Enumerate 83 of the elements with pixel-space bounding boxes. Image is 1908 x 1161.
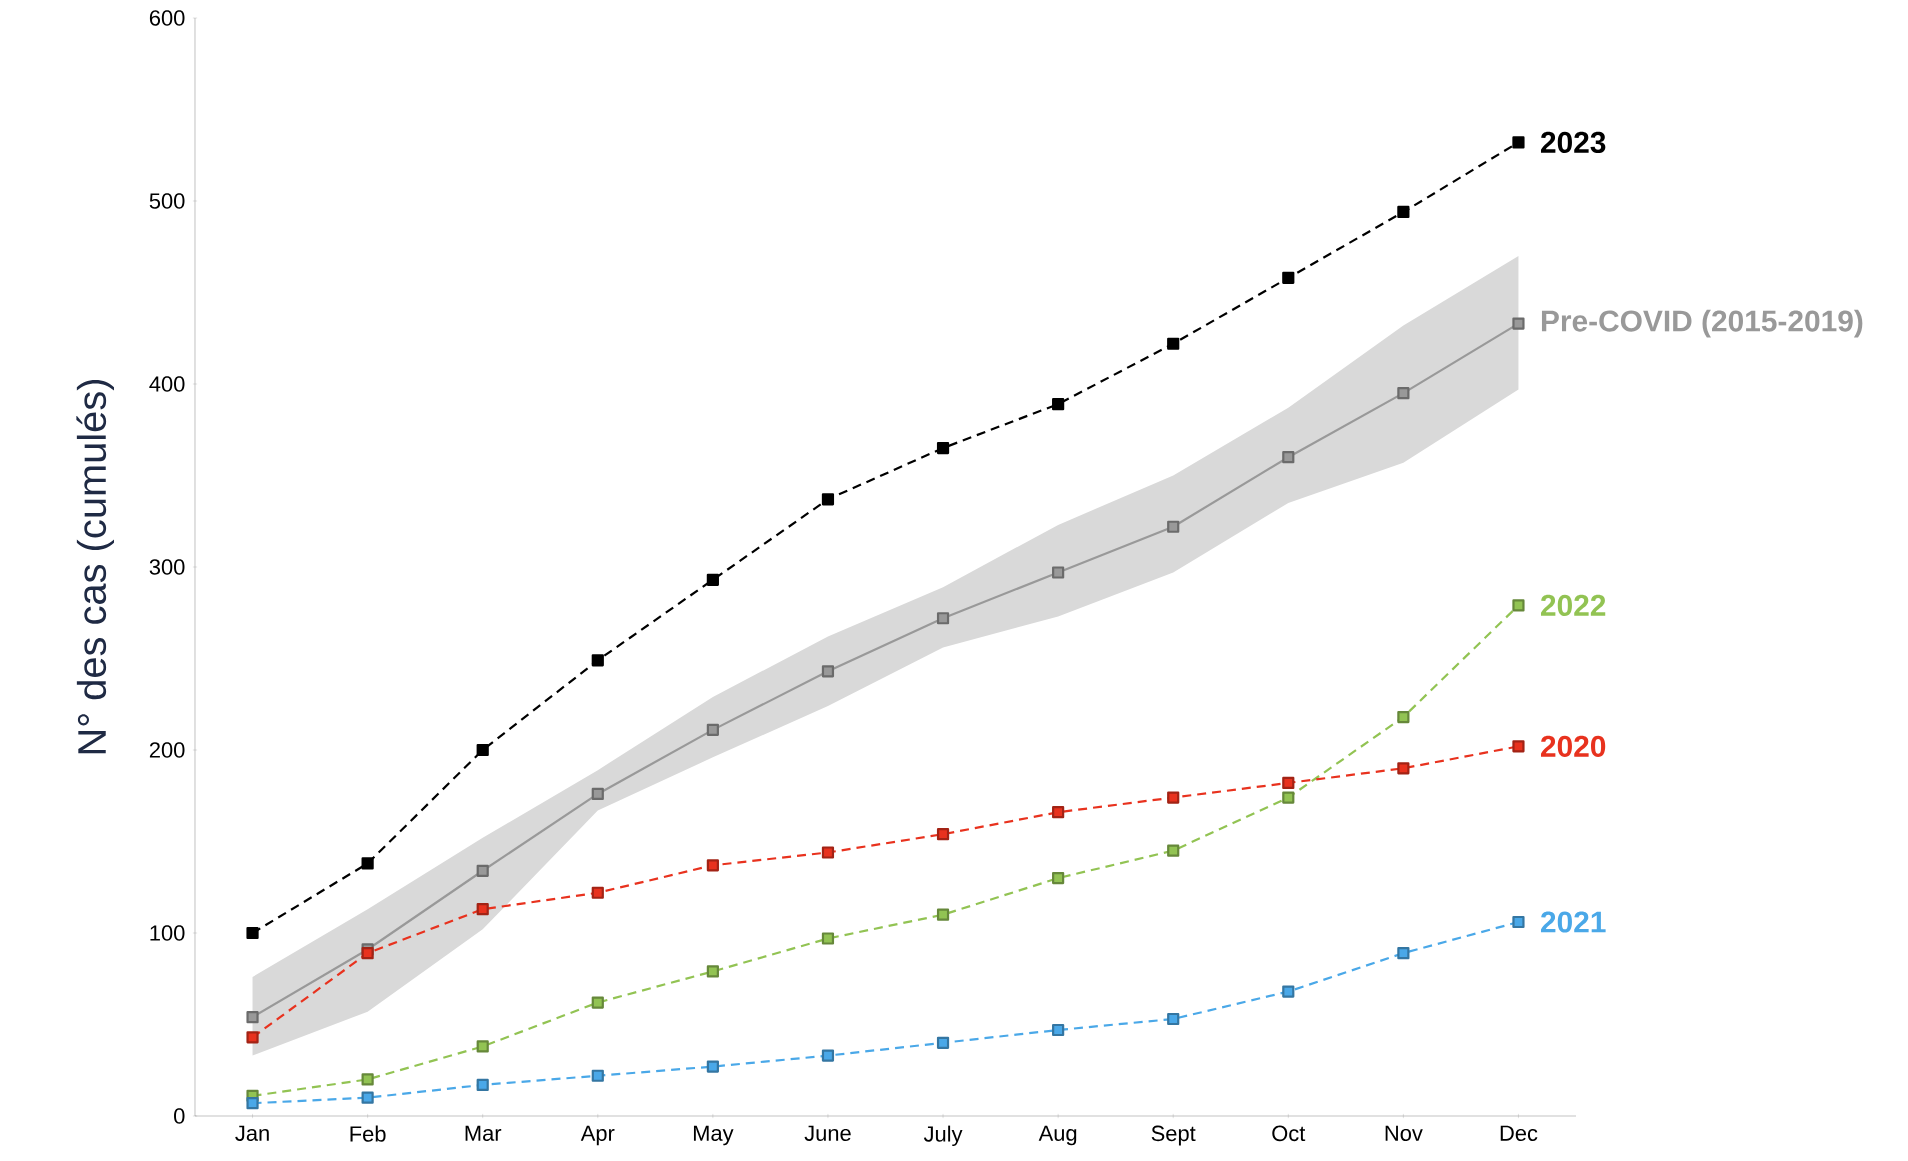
point [706,859,719,872]
point [476,1078,489,1091]
point [1512,599,1525,612]
point [1167,520,1180,533]
point [936,828,950,841]
y-tick-label: 200 [149,742,185,758]
y-tick-label: 100 [150,925,185,941]
x-tick-label: Mar [465,1125,502,1141]
point [591,886,604,899]
point [1512,915,1525,929]
y-tick-label: 600 [149,10,185,26]
x-tick-label: Jan [235,1125,269,1141]
point [1167,791,1180,804]
point [591,787,604,801]
point [1397,947,1410,960]
point [246,1031,259,1044]
point [821,932,835,945]
point [1512,740,1525,753]
point [936,1036,950,1049]
point [1282,776,1295,790]
point [246,1011,259,1024]
x-tick-label: June [804,1125,851,1141]
x-tick-label: Nov [1385,1125,1423,1141]
y-tick-label: 300 [149,559,185,575]
point [361,1091,374,1104]
point [1282,791,1295,804]
point [591,1069,604,1082]
point [361,857,374,870]
point [476,743,489,757]
point [1397,205,1410,219]
point [591,654,604,667]
point [1167,337,1180,350]
point [476,864,489,877]
series-label: Pre-COVID (2015-2019) [1541,309,1863,338]
series-label: 2022 [1540,594,1606,617]
series-label: 2020 [1540,735,1606,757]
x-tick-label: May [693,1125,734,1146]
point [246,1097,259,1110]
x-tick-label: Apr [580,1125,615,1146]
point [1397,710,1410,724]
series-label: 2021 [1540,911,1606,933]
point [706,723,719,736]
series-label: 2023 [1540,131,1606,154]
point [1282,451,1295,464]
point [476,1040,489,1053]
point [821,1049,835,1062]
point [476,903,489,916]
point [936,612,950,625]
point [706,1060,719,1073]
y-tick-label: 0 [174,1108,185,1124]
point [821,493,835,506]
point [936,441,950,455]
point [1052,1023,1065,1037]
y-tick-label: 400 [149,376,185,392]
x-tick-label: Feb [350,1125,386,1142]
y-tick-label: 500 [149,193,185,209]
point [1052,806,1065,819]
point [361,1073,374,1086]
x-tick-label: Aug [1038,1125,1077,1146]
x-tick-label: Sept [1151,1125,1196,1146]
point [821,665,835,678]
point [1052,872,1065,885]
x-tick-label: Dec [1500,1125,1538,1141]
point [1512,136,1525,149]
point [1397,762,1410,775]
x-tick-label: July [923,1125,963,1147]
point [706,573,719,586]
point [1282,271,1295,284]
point [1397,387,1410,400]
point [1052,398,1065,411]
y-axis-title: N° des cas (cumulés) [76,379,114,754]
point [591,996,604,1009]
x-tick-label: Oct [1272,1125,1306,1142]
point [706,965,719,978]
point [246,926,259,940]
point [1282,985,1295,998]
point [1512,317,1525,330]
point [936,908,950,921]
point [361,947,374,960]
point [1167,1012,1180,1026]
point [1052,566,1065,579]
point [1167,844,1180,857]
point [821,846,835,859]
